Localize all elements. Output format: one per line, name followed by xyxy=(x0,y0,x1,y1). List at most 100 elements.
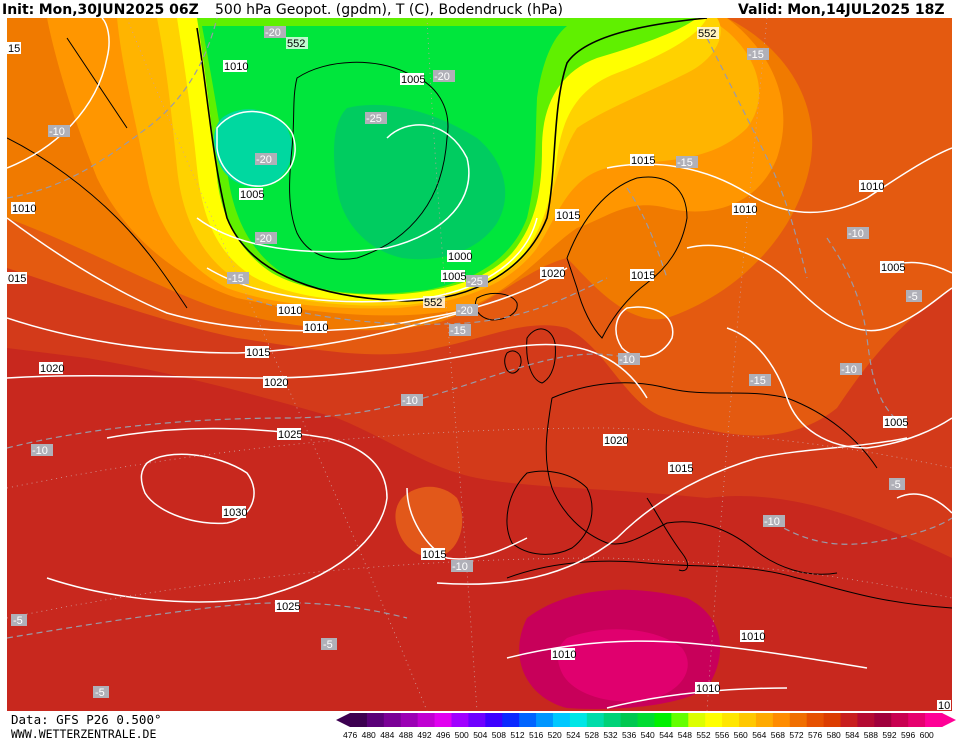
map-title: 500 hPa Geopot. (gpdm), T (C), Bodendruc… xyxy=(215,2,563,18)
temp-label: -10 xyxy=(32,445,48,457)
legend-swatch xyxy=(823,713,842,727)
legend-tick-label: 528 xyxy=(584,730,599,740)
map-canvas: 1010 1005 1000 1005 1005 1010 015 1020 1… xyxy=(7,18,952,711)
legend-swatch xyxy=(485,713,503,727)
temp-label: -25 xyxy=(366,113,382,125)
legend-swatch xyxy=(755,713,774,727)
legend-tick-label: 572 xyxy=(789,730,804,740)
legend-tick-label: 476 xyxy=(343,730,358,740)
legend-swatch xyxy=(789,713,808,727)
data-source: Data: GFS P26 0.500° xyxy=(11,712,162,727)
legend-swatch xyxy=(806,713,825,727)
legend-swatch xyxy=(722,713,740,727)
legend-tick-label: 552 xyxy=(696,730,711,740)
temp-label: -10 xyxy=(764,516,780,528)
isobar-label: 1015 xyxy=(669,463,693,475)
isobar-label: 1010 xyxy=(696,683,720,695)
legend-swatch xyxy=(417,713,436,727)
temp-label: -15 xyxy=(748,49,764,61)
legend-tick-label: 488 xyxy=(398,730,413,740)
isobar-label: 1000 xyxy=(448,251,472,263)
legend-swatch xyxy=(519,713,537,727)
legend-swatch xyxy=(502,713,520,727)
temp-label: -5 xyxy=(13,615,23,627)
temp-label: -15 xyxy=(450,325,466,337)
legend-tick-label: 580 xyxy=(826,730,841,740)
legend-tick-label: 484 xyxy=(380,730,395,740)
isobar-label: 1005 xyxy=(881,262,905,274)
legend-tick-label: 500 xyxy=(454,730,469,740)
isobar-label: 1025 xyxy=(278,429,302,441)
temp-label: -5 xyxy=(95,687,105,699)
isobar-label: 1030 xyxy=(223,507,247,519)
legend-tick-label: 520 xyxy=(547,730,562,740)
isobar-label: 1005 xyxy=(240,189,264,201)
geopot-label: 552 xyxy=(424,297,442,309)
legend-swatch xyxy=(383,713,402,727)
legend-tick-label: 504 xyxy=(473,730,488,740)
website-label: WWW.WETTERZENTRALE.DE xyxy=(11,727,157,741)
isobar-label: 1020 xyxy=(40,363,64,375)
isobar-label: 1015 xyxy=(631,270,655,282)
legend-tick-label: 496 xyxy=(436,730,451,740)
isobar-label: 1010 xyxy=(552,649,576,661)
isobar-label: 1015 xyxy=(631,155,655,167)
legend-swatch xyxy=(688,713,706,727)
legend-arrow-right xyxy=(942,713,956,727)
geopot-label: 552 xyxy=(698,28,716,40)
legend-tick-label: 564 xyxy=(752,730,767,740)
temp-label: -20 xyxy=(457,305,473,317)
legend-tick-label: 492 xyxy=(417,730,432,740)
legend-arrow-left xyxy=(336,713,350,727)
legend-swatch xyxy=(925,713,943,727)
legend-swatch xyxy=(366,713,385,727)
temp-label: -10 xyxy=(619,354,635,366)
legend-swatch xyxy=(705,713,723,727)
legend-tick-label: 560 xyxy=(733,730,748,740)
temp-label: -5 xyxy=(323,639,333,651)
temp-label: -25 xyxy=(467,276,483,288)
temp-label: -5 xyxy=(891,479,901,491)
temp-label: -10 xyxy=(841,364,857,376)
temp-label: -5 xyxy=(908,291,918,303)
legend-tick-label: 480 xyxy=(361,730,376,740)
legend-tick-label: 596 xyxy=(901,730,916,740)
temp-label: -20 xyxy=(256,154,272,166)
legend-swatch xyxy=(654,713,672,727)
temp-label: -20 xyxy=(265,27,281,39)
temp-label: -20 xyxy=(434,71,450,83)
legend-tick-label: 524 xyxy=(566,730,581,740)
isobar-label: 1020 xyxy=(541,268,565,280)
legend-swatch xyxy=(400,713,419,727)
isobar-label: 1005 xyxy=(442,271,466,283)
legend-tick-label: 548 xyxy=(677,730,692,740)
temp-label: -15 xyxy=(228,273,244,285)
isobar-label: 1020 xyxy=(264,377,288,389)
weather-map: 1010 1005 1000 1005 1005 1010 015 1020 1… xyxy=(7,18,952,711)
isobar-label: 1010 xyxy=(278,305,302,317)
legend-swatch xyxy=(620,713,639,727)
legend-swatch xyxy=(552,713,571,727)
isobar-label: 1010 xyxy=(224,61,248,73)
isobar-label: 1005 xyxy=(884,417,908,429)
map-header: Init: Mon,30JUN2025 06Z 500 hPa Geopot. … xyxy=(0,0,959,22)
legend-swatch xyxy=(468,713,486,727)
isobar-label: 15 xyxy=(8,43,20,55)
legend-swatch xyxy=(434,713,452,727)
isobar-label: 1015 xyxy=(246,347,270,359)
legend-tick-label: 536 xyxy=(622,730,637,740)
temp-label: -15 xyxy=(750,375,766,387)
legend-swatch xyxy=(891,713,909,727)
legend-tick-label: 544 xyxy=(659,730,674,740)
legend-tick-label: 584 xyxy=(845,730,860,740)
legend-tick-label: 600 xyxy=(919,730,934,740)
isobar-label: 015 xyxy=(8,273,26,285)
legend-swatch xyxy=(739,713,757,727)
legend-tick-label: 556 xyxy=(715,730,730,740)
legend-swatch xyxy=(671,713,689,727)
temp-label: -10 xyxy=(402,395,418,407)
temp-label: -10 xyxy=(848,228,864,240)
isobar-label: 1025 xyxy=(276,601,300,613)
temp-label: -10 xyxy=(49,126,65,138)
isobar-label: 1010 xyxy=(860,181,884,193)
